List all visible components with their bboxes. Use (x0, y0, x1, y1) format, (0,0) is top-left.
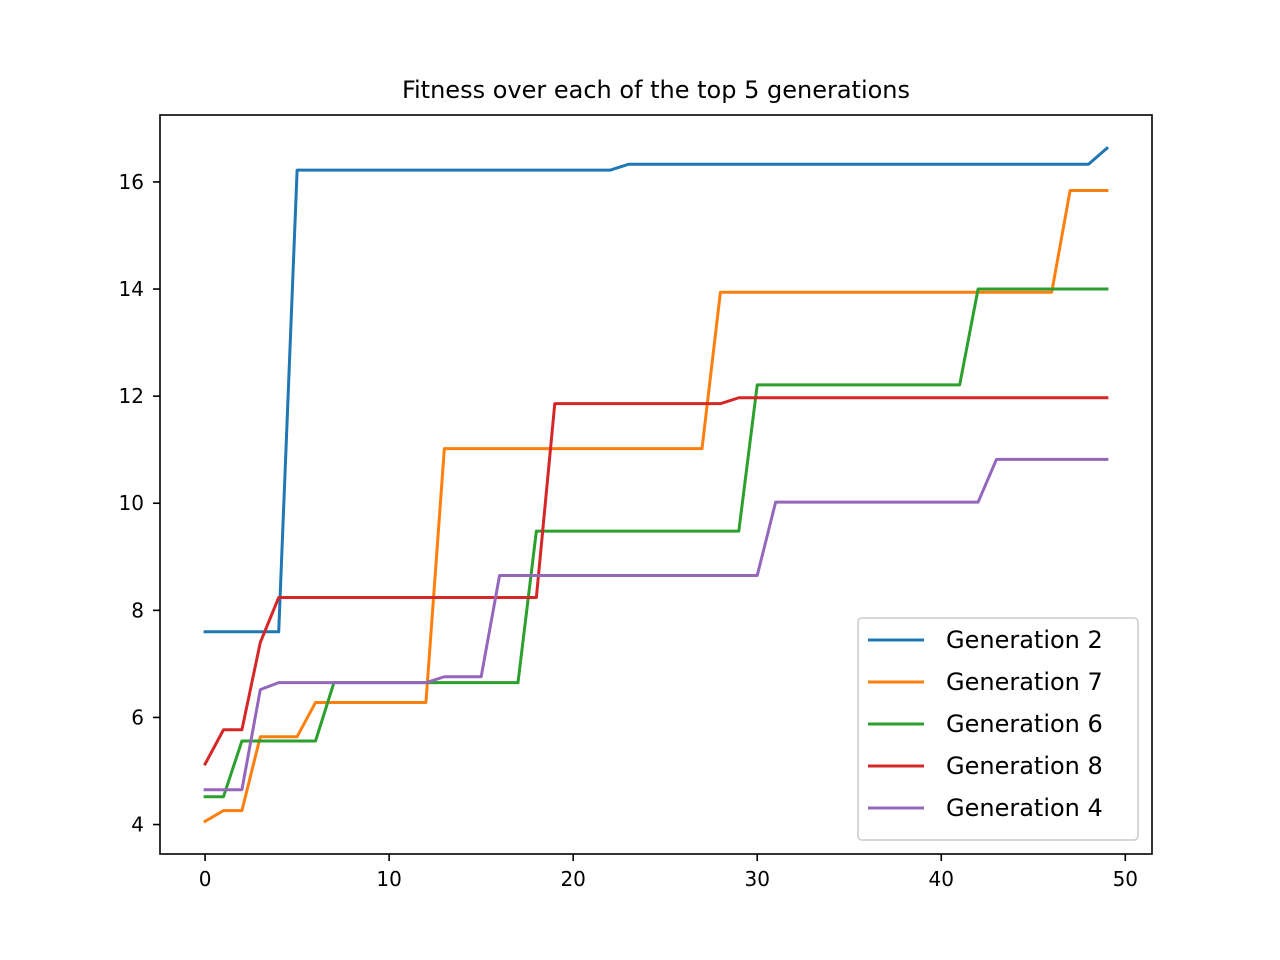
y-tick-label: 8 (131, 598, 144, 622)
y-tick-label: 14 (119, 277, 144, 301)
chart-title: Fitness over each of the top 5 generatio… (402, 76, 910, 104)
x-tick-label: 40 (929, 867, 954, 891)
series-line-generation-8 (203, 396, 1109, 767)
series-layer (203, 146, 1110, 824)
legend-label-generation-2: Generation 2 (946, 626, 1103, 654)
y-tick-label: 6 (131, 705, 144, 729)
series-line-generation-4 (203, 457, 1109, 792)
legend-label-generation-8: Generation 8 (946, 752, 1103, 780)
legend-label-generation-6: Generation 6 (946, 710, 1103, 738)
y-tick-label: 10 (119, 491, 144, 515)
x-tick-label: 50 (1113, 867, 1138, 891)
axes-layer: 0 10 20 30 40 50 4 6 8 10 12 14 16 (119, 114, 1153, 891)
x-tick-label: 10 (376, 867, 401, 891)
series-line-generation-7 (203, 189, 1109, 824)
y-tick-label: 12 (119, 384, 144, 408)
x-tick-label: 20 (560, 867, 585, 891)
legend-label-generation-4: Generation 4 (946, 794, 1103, 822)
legend-label-generation-7: Generation 7 (946, 668, 1103, 696)
y-tick-label: 16 (119, 170, 144, 194)
plot-frame (159, 114, 1153, 855)
series-line-generation-2 (203, 146, 1110, 634)
x-tick-label: 30 (744, 867, 769, 891)
legend: Generation 2 Generation 7 Generation 6 Gene… (857, 617, 1139, 841)
y-tick-label: 4 (131, 813, 144, 837)
x-tick-label: 0 (199, 867, 212, 891)
legend-box (857, 617, 1139, 841)
